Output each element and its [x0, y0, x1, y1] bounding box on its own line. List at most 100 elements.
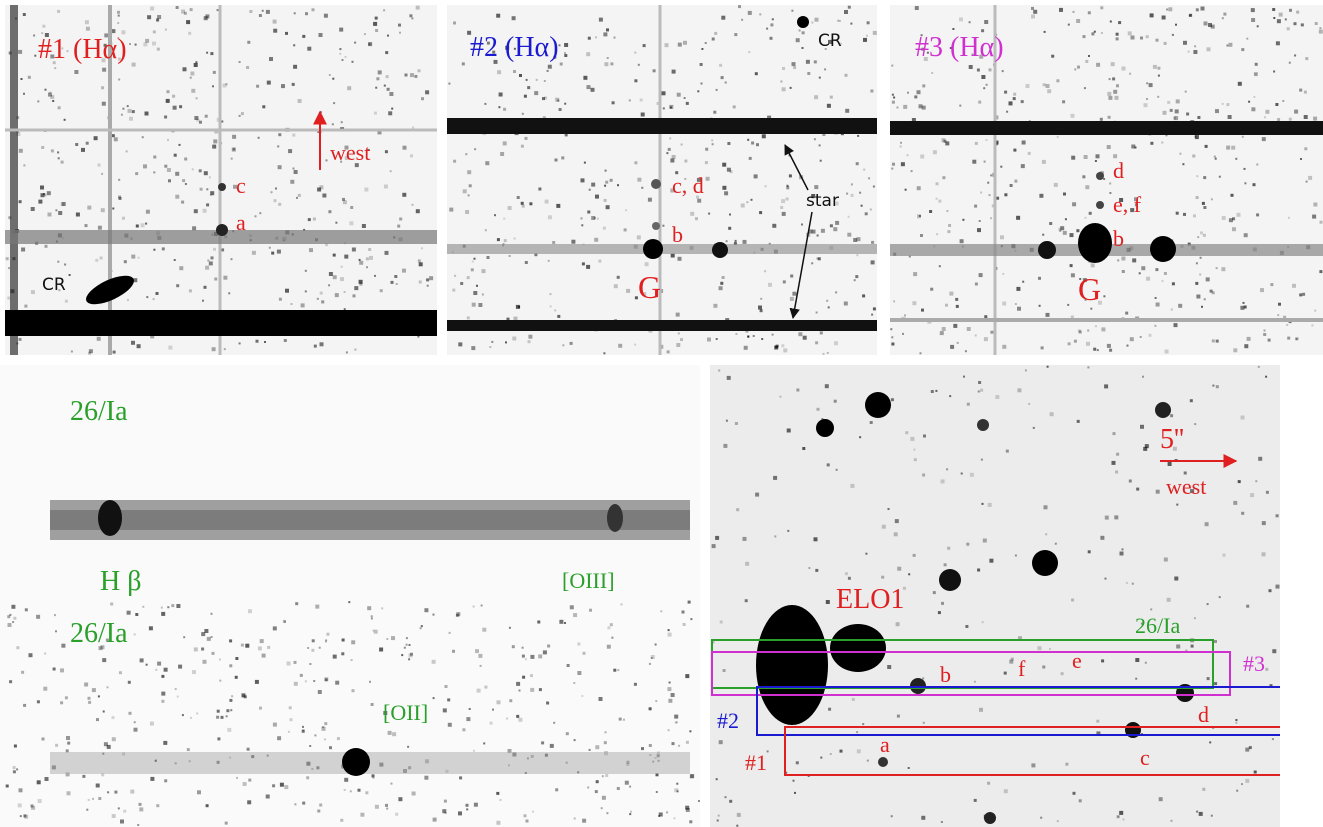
noise-speck [803, 336, 807, 340]
noise-speck [88, 697, 91, 700]
noise-speck [787, 185, 789, 187]
noise-speck [309, 248, 313, 252]
noise-speck [1100, 118, 1103, 121]
noise-speck [690, 774, 694, 778]
noise-speck [231, 158, 233, 160]
noise-speck [1149, 334, 1152, 337]
noise-speck [1211, 25, 1215, 29]
noise-speck [494, 214, 496, 216]
noise-speck [815, 341, 818, 344]
noise-speck [524, 814, 527, 817]
noise-speck [500, 799, 502, 801]
noise-speck [815, 18, 819, 22]
noise-speck [302, 729, 304, 731]
noise-speck [808, 567, 810, 569]
noise-speck [817, 235, 819, 237]
noise-speck [1212, 339, 1215, 342]
noise-speck [845, 109, 849, 113]
noise-speck [1304, 147, 1307, 150]
noise-speck [719, 286, 723, 290]
noise-speck [961, 473, 963, 475]
noise-speck [1206, 277, 1210, 281]
noise-speck [1299, 89, 1302, 92]
noise-speck [607, 626, 610, 629]
noise-speck [1156, 39, 1159, 42]
noise-speck [284, 621, 286, 623]
noise-speck [1061, 672, 1064, 675]
noise-speck [1228, 43, 1232, 47]
noise-speck [203, 209, 207, 213]
noise-speck [19, 149, 23, 153]
noise-speck [1074, 68, 1076, 70]
noise-speck [873, 307, 876, 310]
noise-speck [1121, 257, 1125, 261]
noise-speck [689, 820, 692, 823]
noise-speck [984, 337, 988, 341]
noise-speck [274, 199, 277, 202]
noise-speck [1236, 790, 1238, 792]
noise-speck [678, 43, 682, 47]
noise-speck [192, 670, 196, 674]
noise-speck [409, 653, 413, 657]
noise-speck [1042, 234, 1044, 236]
noise-speck [344, 308, 346, 310]
noise-speck [850, 484, 854, 488]
noise-speck [581, 178, 585, 182]
noise-speck [202, 300, 204, 302]
noise-speck [453, 160, 456, 163]
noise-speck [554, 309, 556, 311]
noise-speck [354, 349, 356, 351]
noise-speck [224, 348, 226, 350]
noise-speck [484, 686, 487, 689]
noise-speck [351, 640, 355, 644]
noise-speck [58, 211, 62, 215]
noise-speck [213, 71, 216, 74]
noise-speck [830, 96, 833, 99]
noise-speck [645, 262, 649, 266]
noise-speck [476, 285, 478, 287]
noise-speck [582, 819, 586, 823]
noise-speck [305, 12, 308, 15]
noise-speck [118, 179, 120, 181]
noise-speck [1071, 599, 1074, 602]
noise-speck [57, 151, 59, 153]
noise-speck [621, 603, 623, 605]
noise-speck [1047, 89, 1051, 93]
noise-speck [1063, 231, 1067, 235]
noise-speck [866, 35, 868, 37]
noise-speck [1200, 231, 1203, 234]
noise-speck [89, 349, 93, 353]
noise-speck [1139, 272, 1141, 274]
noise-speck [1142, 376, 1144, 378]
noise-speck [674, 788, 678, 792]
noise-speck [110, 603, 113, 606]
noise-speck [718, 370, 720, 372]
noise-speck [1071, 114, 1075, 118]
noise-speck [863, 169, 865, 171]
noise-speck [779, 396, 781, 398]
noise-speck [384, 185, 388, 189]
noise-speck [984, 315, 987, 318]
noise-speck [629, 813, 631, 815]
noise-speck [513, 70, 516, 73]
noise-speck [1294, 22, 1297, 25]
noise-speck [247, 41, 250, 44]
noise-speck [680, 338, 683, 341]
noise-speck [729, 214, 731, 216]
noise-speck [1047, 366, 1049, 368]
noise-speck [933, 150, 937, 154]
noise-speck [498, 106, 500, 108]
noise-speck [1289, 62, 1291, 64]
noise-speck [882, 525, 886, 529]
noise-speck [150, 7, 154, 11]
noise-speck [196, 97, 198, 99]
noise-speck [1214, 156, 1216, 158]
noise-speck [1257, 25, 1259, 27]
noise-speck [666, 811, 668, 813]
noise-speck [131, 341, 135, 345]
feature-label: e, f [1113, 192, 1142, 217]
noise-speck [129, 117, 133, 121]
noise-speck [814, 95, 818, 99]
noise-speck [1031, 763, 1035, 767]
noise-speck [1164, 272, 1167, 275]
